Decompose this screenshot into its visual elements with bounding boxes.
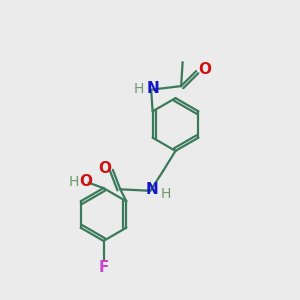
Text: H: H — [133, 82, 144, 95]
Text: O: O — [198, 62, 211, 77]
Text: O: O — [98, 161, 111, 176]
Text: N: N — [146, 81, 159, 96]
Text: H: H — [69, 175, 79, 188]
Text: H: H — [161, 187, 171, 201]
Text: N: N — [146, 182, 158, 197]
Text: O: O — [80, 174, 93, 189]
Text: F: F — [98, 260, 109, 275]
